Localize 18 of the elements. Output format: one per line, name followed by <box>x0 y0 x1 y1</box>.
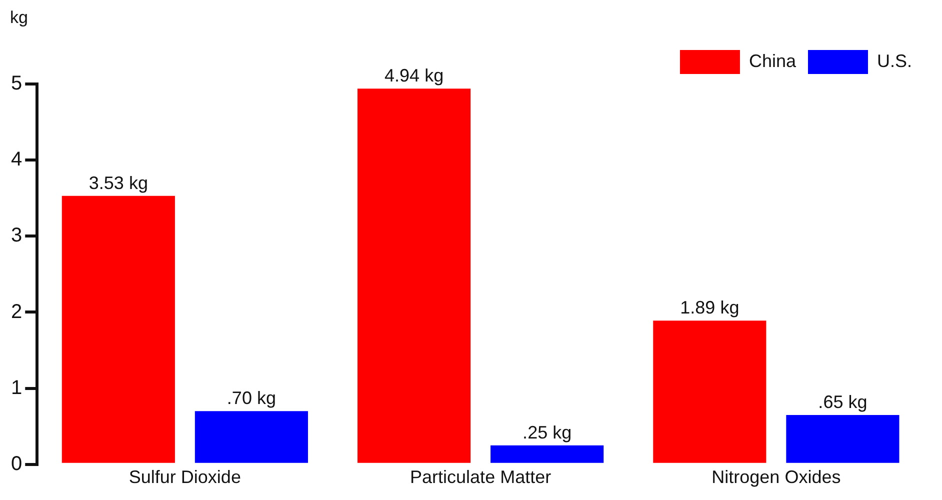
data-label: .65 kg <box>818 392 868 412</box>
data-label: .70 kg <box>226 388 276 408</box>
x-tick-label: Particulate Matter <box>410 467 552 488</box>
y-tick-label: 2 <box>11 300 22 323</box>
data-label: .25 kg <box>522 422 572 442</box>
y-tick-label: 4 <box>11 148 22 171</box>
x-tick-label: Sulfur Dioxide <box>128 467 241 488</box>
data-label: 3.53 kg <box>88 172 148 193</box>
y-tick-label: 0 <box>11 452 22 475</box>
data-label: 4.94 kg <box>384 66 444 86</box>
x-tick-label: Nitrogen Oxides <box>712 467 841 488</box>
y-tick-label: 5 <box>11 72 22 95</box>
legend-label: U.S. <box>876 50 912 71</box>
y-tick-label: 3 <box>11 224 22 247</box>
data-label: 1.89 kg <box>680 298 740 318</box>
legend-label: China <box>748 50 797 71</box>
y-axis-title: kg <box>10 8 28 28</box>
y-tick-label: 1 <box>11 376 22 399</box>
